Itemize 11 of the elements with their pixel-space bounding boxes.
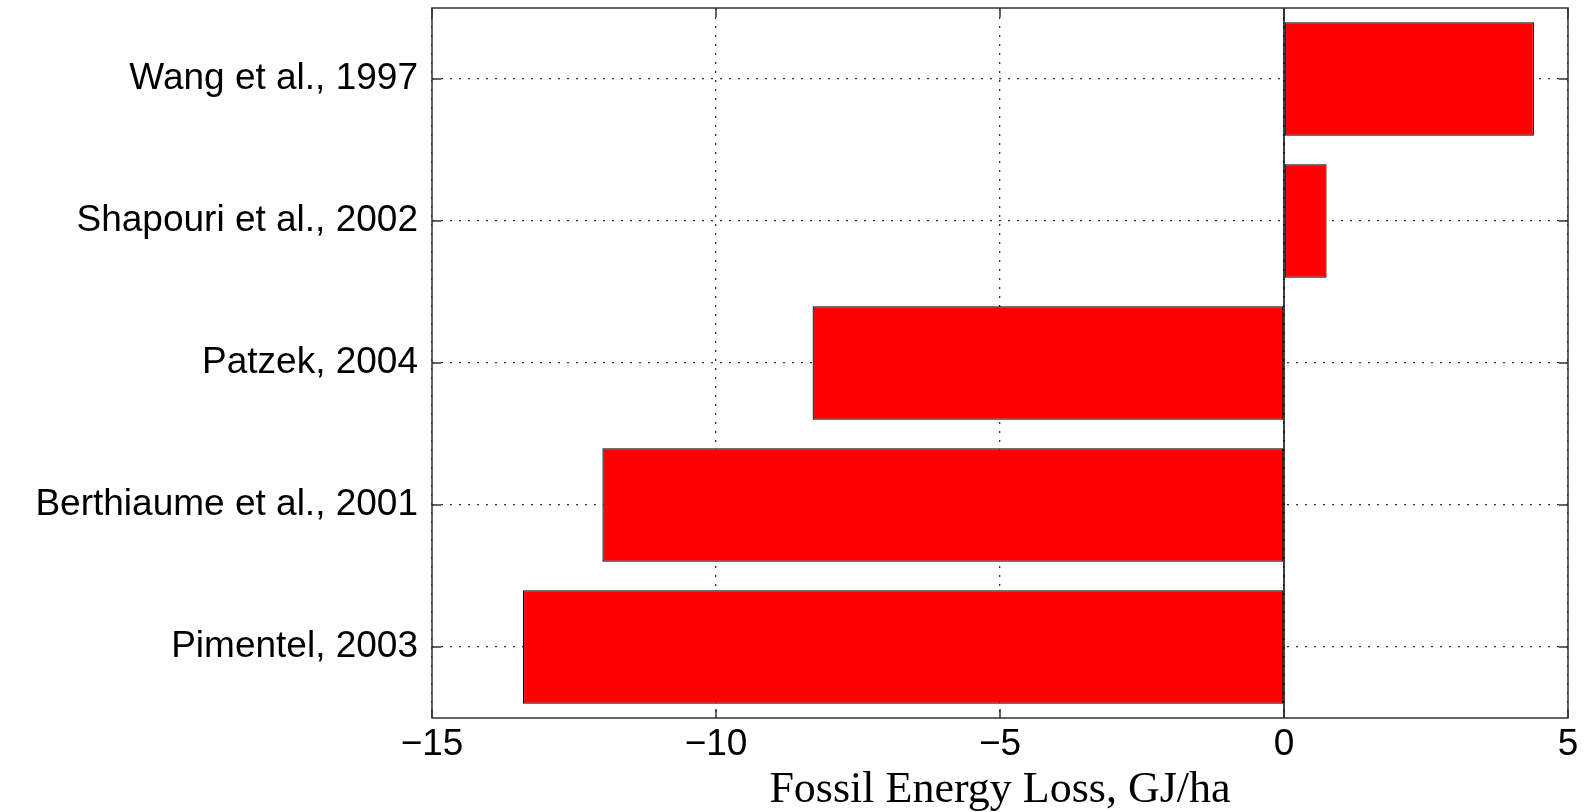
y-tick-label: Patzek, 2004 — [202, 340, 418, 382]
y-tick-label: Berthiaume et al., 2001 — [35, 482, 418, 524]
y-tick-label: Shapouri et al., 2002 — [76, 198, 418, 240]
x-tick-label: 0 — [1273, 721, 1295, 763]
x-tick-label: 5 — [1557, 721, 1579, 763]
x-tick-label: −10 — [684, 721, 748, 763]
y-tick-label: Pimentel, 2003 — [171, 624, 418, 666]
x-tick-label: −5 — [978, 721, 1022, 763]
y-tick-label: Wang et al., 1997 — [129, 56, 418, 98]
x-tick-label: −15 — [400, 721, 464, 763]
x-axis-title: Fossil Energy Loss, GJ/ha — [769, 762, 1231, 812]
